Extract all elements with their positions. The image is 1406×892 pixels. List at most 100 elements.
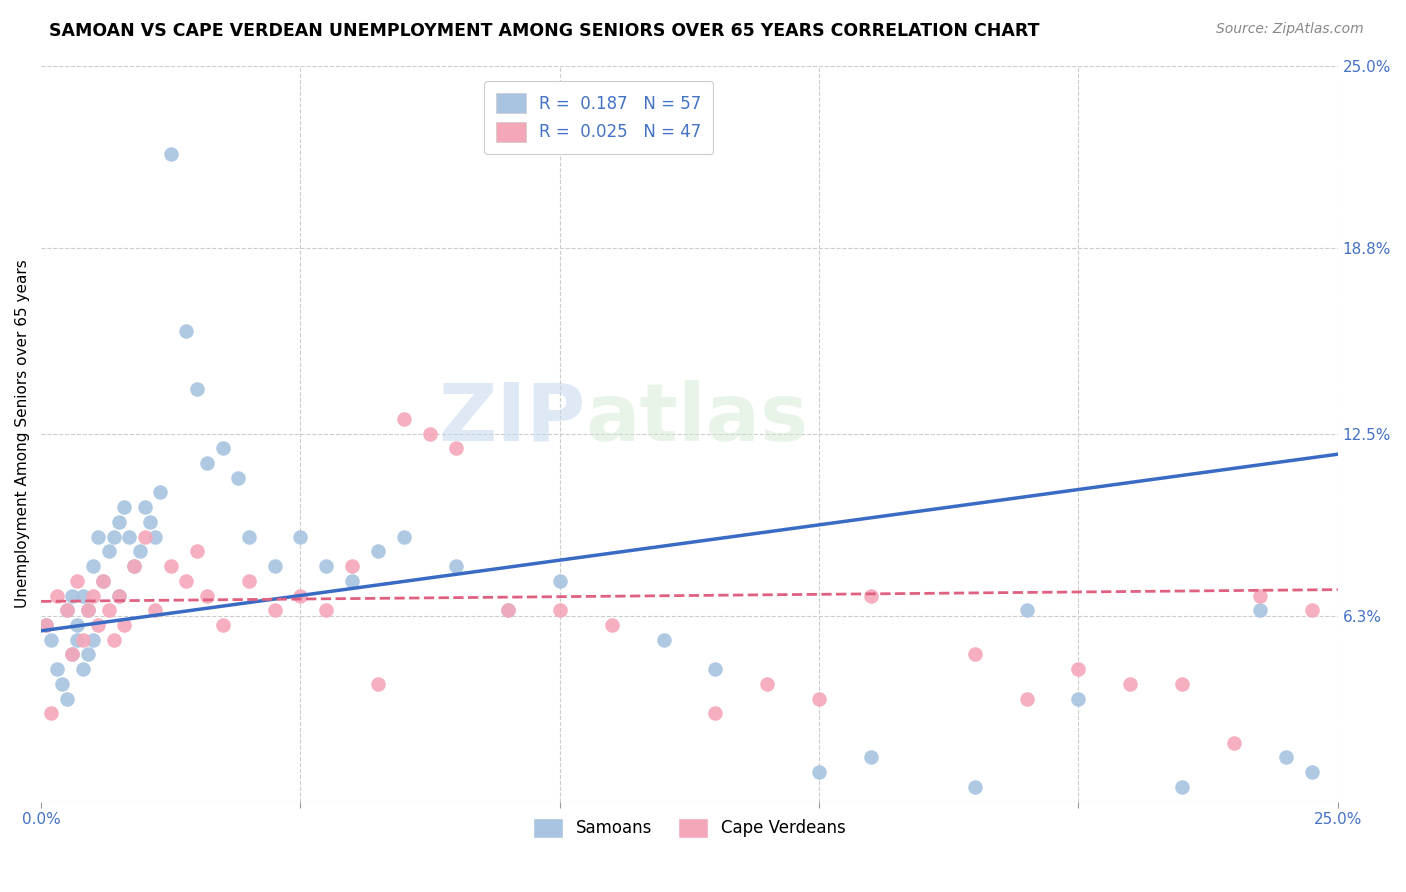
- Point: [108, 589, 131, 603]
- Point: [60, 648, 83, 662]
- Point: [808, 765, 831, 780]
- Point: [93, 574, 115, 588]
- Point: [56, 603, 79, 617]
- Point: [496, 603, 519, 617]
- Point: [859, 589, 882, 603]
- Point: [103, 530, 125, 544]
- Point: [41, 632, 63, 647]
- Point: [342, 574, 364, 588]
- Point: [444, 442, 467, 456]
- Point: [1301, 603, 1323, 617]
- Point: [1119, 677, 1142, 691]
- Point: [290, 530, 312, 544]
- Point: [176, 324, 198, 338]
- Point: [226, 471, 249, 485]
- Point: [704, 706, 727, 721]
- Point: [652, 632, 675, 647]
- Point: [159, 559, 181, 574]
- Text: ZIP: ZIP: [439, 380, 586, 458]
- Point: [496, 603, 519, 617]
- Point: [419, 426, 441, 441]
- Point: [1223, 736, 1246, 750]
- Point: [45, 589, 67, 603]
- Point: [186, 383, 208, 397]
- Point: [600, 618, 623, 632]
- Point: [176, 574, 198, 588]
- Point: [392, 530, 415, 544]
- Point: [1015, 691, 1038, 706]
- Point: [108, 515, 131, 529]
- Point: [149, 485, 172, 500]
- Text: Source: ZipAtlas.com: Source: ZipAtlas.com: [1216, 22, 1364, 37]
- Point: [66, 618, 89, 632]
- Point: [35, 618, 58, 632]
- Point: [195, 589, 218, 603]
- Text: atlas: atlas: [586, 380, 808, 458]
- Legend: Samoans, Cape Verdeans: Samoans, Cape Verdeans: [526, 811, 852, 845]
- Point: [93, 574, 115, 588]
- Point: [756, 677, 779, 691]
- Point: [808, 691, 831, 706]
- Point: [548, 603, 571, 617]
- Point: [238, 530, 260, 544]
- Point: [195, 456, 218, 470]
- Point: [66, 632, 89, 647]
- Point: [139, 515, 162, 529]
- Point: [1067, 691, 1090, 706]
- Point: [51, 677, 73, 691]
- Point: [87, 530, 110, 544]
- Point: [392, 412, 415, 426]
- Point: [238, 574, 260, 588]
- Point: [186, 544, 208, 558]
- Point: [76, 603, 98, 617]
- Point: [35, 618, 58, 632]
- Point: [76, 648, 98, 662]
- Point: [82, 632, 104, 647]
- Y-axis label: Unemployment Among Seniors over 65 years: Unemployment Among Seniors over 65 years: [15, 260, 30, 608]
- Point: [315, 559, 337, 574]
- Point: [1301, 765, 1323, 780]
- Point: [211, 618, 233, 632]
- Point: [367, 677, 389, 691]
- Point: [103, 632, 125, 647]
- Point: [704, 662, 727, 676]
- Point: [1171, 677, 1194, 691]
- Point: [112, 618, 135, 632]
- Point: [159, 147, 181, 161]
- Point: [211, 442, 233, 456]
- Point: [118, 530, 141, 544]
- Point: [82, 589, 104, 603]
- Point: [124, 559, 146, 574]
- Point: [290, 589, 312, 603]
- Point: [143, 603, 166, 617]
- Point: [134, 530, 156, 544]
- Point: [367, 544, 389, 558]
- Point: [263, 559, 285, 574]
- Point: [1275, 750, 1298, 764]
- Point: [124, 559, 146, 574]
- Point: [1249, 603, 1271, 617]
- Point: [97, 544, 120, 558]
- Point: [60, 648, 83, 662]
- Point: [72, 589, 94, 603]
- Point: [134, 500, 156, 515]
- Point: [1015, 603, 1038, 617]
- Point: [112, 500, 135, 515]
- Point: [444, 559, 467, 574]
- Point: [548, 574, 571, 588]
- Point: [342, 559, 364, 574]
- Point: [1067, 662, 1090, 676]
- Point: [76, 603, 98, 617]
- Point: [859, 750, 882, 764]
- Point: [315, 603, 337, 617]
- Point: [60, 589, 83, 603]
- Point: [108, 589, 131, 603]
- Point: [963, 648, 986, 662]
- Point: [45, 662, 67, 676]
- Point: [143, 530, 166, 544]
- Point: [1171, 780, 1194, 794]
- Point: [72, 632, 94, 647]
- Point: [56, 603, 79, 617]
- Text: SAMOAN VS CAPE VERDEAN UNEMPLOYMENT AMONG SENIORS OVER 65 YEARS CORRELATION CHAR: SAMOAN VS CAPE VERDEAN UNEMPLOYMENT AMON…: [49, 22, 1039, 40]
- Point: [87, 618, 110, 632]
